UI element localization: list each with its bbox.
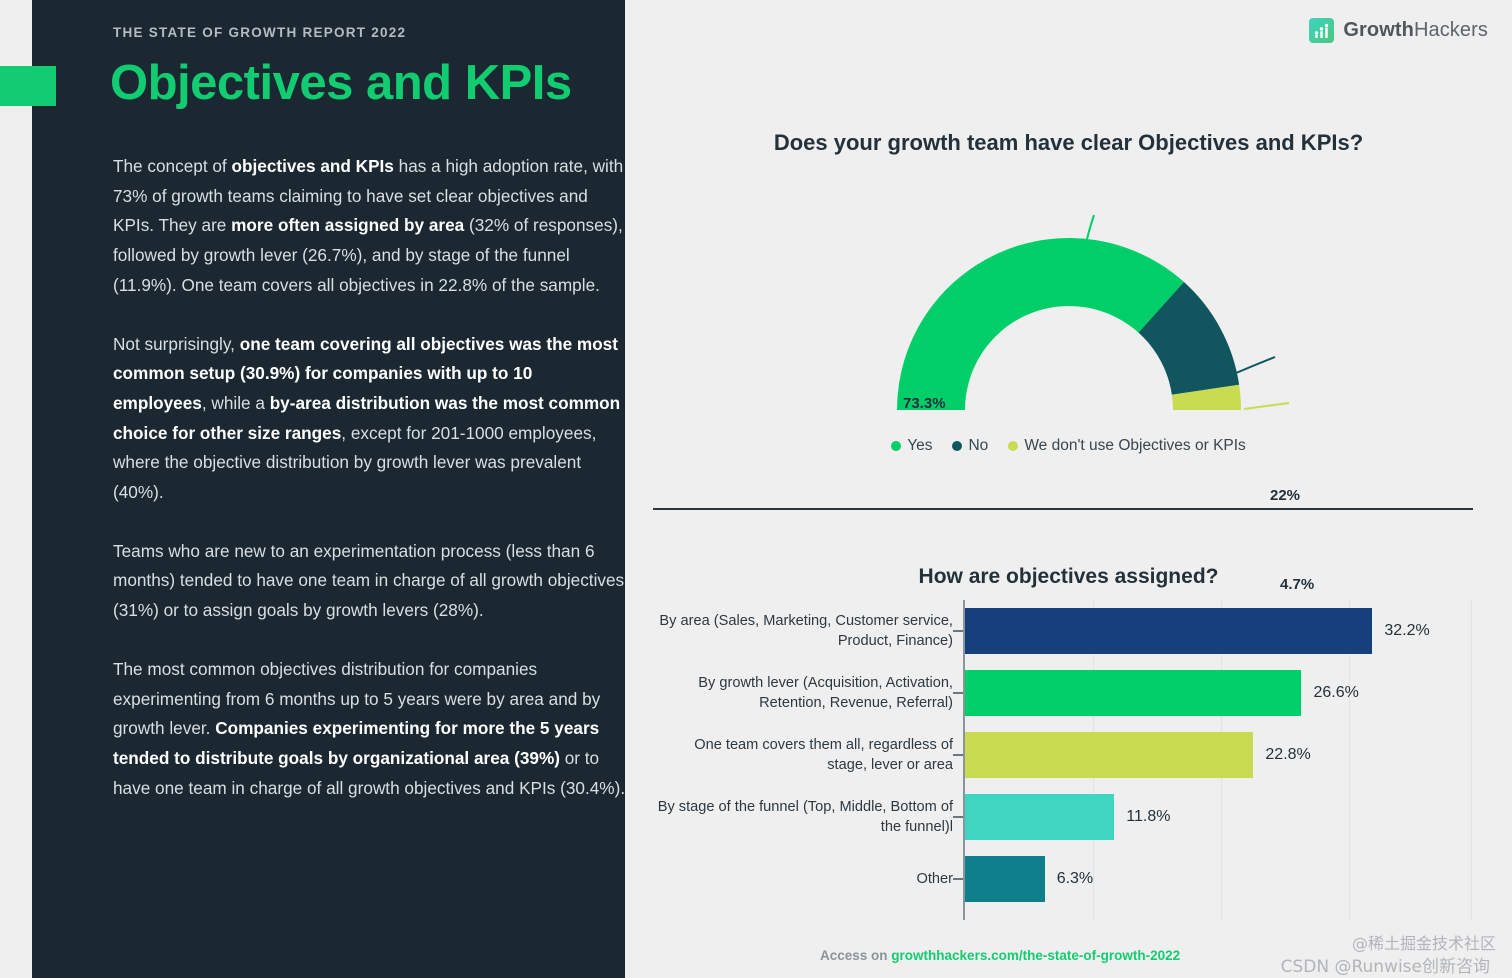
bar-category-label: By growth lever (Acquisition, Activation… bbox=[698, 675, 953, 711]
bar-value-label: 32.2% bbox=[1384, 622, 1430, 639]
bar-value-label: 22.8% bbox=[1265, 746, 1311, 763]
footer-url[interactable]: growthhackers.com/the-state-of-growth-20… bbox=[891, 948, 1181, 963]
bar-row[interactable]: By area (Sales, Marketing, Customer serv… bbox=[653, 608, 1475, 654]
bar-category-label: Other bbox=[916, 871, 954, 887]
leader-line-no bbox=[1235, 356, 1275, 374]
body-paragraph: The most common objectives distribution … bbox=[113, 658, 626, 798]
bar-chart-axis bbox=[963, 600, 965, 920]
gridline bbox=[1471, 600, 1472, 920]
logo-text-bold: Growth bbox=[1343, 19, 1414, 41]
bar-fill[interactable] bbox=[965, 732, 1254, 778]
axis-tick bbox=[953, 878, 963, 880]
donut-chart: 73.3% 22% 4.7% bbox=[625, 185, 1512, 593]
chart-square-icon bbox=[1309, 18, 1335, 43]
bar-row[interactable]: By stage of the funnel (Top, Middle, Bot… bbox=[653, 794, 1475, 840]
footer-access-line[interactable]: Access on growthhackers.com/the-state-of… bbox=[820, 948, 1180, 963]
leader-line-none bbox=[1243, 402, 1289, 410]
legend-swatch-icon bbox=[952, 441, 963, 451]
donut-slice-we-don-t-use-objectives-or-kpis[interactable] bbox=[1171, 384, 1241, 410]
green-accent-block bbox=[0, 66, 56, 106]
bar-fill[interactable] bbox=[965, 670, 1302, 716]
donut-value-yes: 73.3% bbox=[903, 395, 946, 412]
axis-tick bbox=[953, 692, 963, 694]
watermark-csdn: CSDN @Runwise创新咨询 bbox=[1280, 957, 1490, 977]
brand-logo[interactable]: GrowthHackers bbox=[1309, 18, 1488, 43]
legend-label: We don't use Objectives or KPIs bbox=[1024, 437, 1246, 454]
donut-slice-no[interactable] bbox=[1138, 282, 1239, 395]
leader-line-yes bbox=[1083, 214, 1095, 248]
donut-legend: Yes No We don't use Objectives or KPIs bbox=[625, 437, 1512, 455]
axis-tick bbox=[953, 630, 963, 632]
axis-tick bbox=[953, 816, 963, 818]
report-eyebrow: THE STATE OF GROWTH REPORT 2022 bbox=[113, 25, 407, 40]
bar-row[interactable]: By growth lever (Acquisition, Activation… bbox=[653, 670, 1475, 716]
gridline bbox=[1349, 600, 1350, 920]
footer-prefix: Access on bbox=[820, 948, 892, 963]
bar-chart: By area (Sales, Marketing, Customer serv… bbox=[653, 600, 1475, 920]
bar-fill[interactable] bbox=[965, 608, 1373, 654]
body-paragraph: Not surprisingly, one team covering all … bbox=[113, 333, 621, 503]
bar-row[interactable]: One team covers them all, regardless of … bbox=[653, 732, 1475, 778]
bar-value-label: 6.3% bbox=[1056, 870, 1094, 887]
brand-logo-text: GrowthHackers bbox=[1343, 19, 1488, 42]
bar-row[interactable]: Other 6.3% bbox=[653, 856, 1475, 902]
donut-arcs bbox=[896, 238, 1241, 410]
bar-chart-title: How are objectives assigned? bbox=[918, 565, 1219, 588]
donut-value-none: 4.7% bbox=[1280, 576, 1315, 593]
axis-tick bbox=[953, 754, 963, 756]
bar-value-label: 11.8% bbox=[1126, 808, 1171, 825]
legend-label: No bbox=[968, 437, 989, 454]
section-divider bbox=[653, 508, 1473, 510]
left-dark-panel: THE STATE OF GROWTH REPORT 2022 Objectiv… bbox=[32, 0, 625, 978]
bar-category-label: By stage of the funnel (Top, Middle, Bot… bbox=[657, 799, 953, 835]
bar-fill[interactable] bbox=[965, 856, 1045, 902]
logo-text-light: Hackers bbox=[1413, 19, 1488, 41]
bar-fill[interactable] bbox=[965, 794, 1115, 840]
legend-swatch-icon bbox=[1008, 441, 1019, 451]
watermark-juejin: @稀土掘金技术社区 bbox=[1351, 934, 1496, 953]
donut-slice-yes[interactable] bbox=[896, 238, 1184, 410]
donut-value-no: 22% bbox=[1270, 487, 1301, 504]
page-title: Objectives and KPIs bbox=[110, 56, 572, 110]
bar-value-label: 26.6% bbox=[1313, 684, 1359, 701]
body-copy: The concept of objectives and KPIs has a… bbox=[113, 152, 628, 832]
legend-item[interactable]: Yes bbox=[891, 437, 932, 455]
bar-category-label: One team covers them all, regardless of … bbox=[694, 737, 953, 773]
body-paragraph: Teams who are new to an experimentation … bbox=[113, 540, 625, 621]
legend-item[interactable]: No bbox=[952, 437, 988, 455]
body-paragraph: The concept of objectives and KPIs has a… bbox=[113, 156, 624, 295]
legend-item[interactable]: We don't use Objectives or KPIs bbox=[1008, 437, 1246, 455]
donut-chart-title: Does your growth team have clear Objecti… bbox=[773, 130, 1364, 155]
bar-category-label: By area (Sales, Marketing, Customer serv… bbox=[659, 613, 953, 649]
legend-swatch-icon bbox=[891, 441, 902, 451]
legend-label: Yes bbox=[907, 437, 933, 454]
right-column: GrowthHackers Does your growth team have… bbox=[625, 0, 1512, 978]
